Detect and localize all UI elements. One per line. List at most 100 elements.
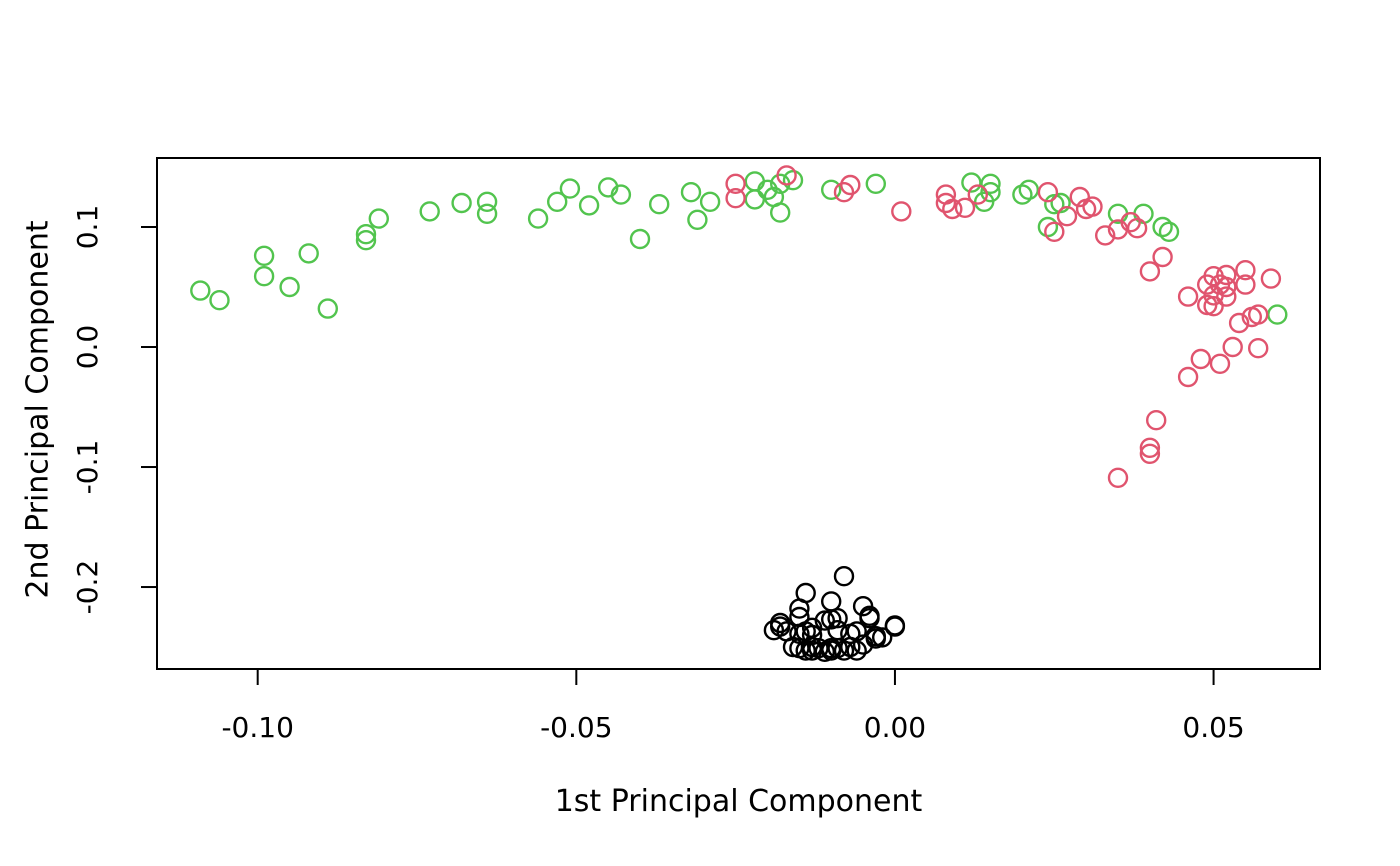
data-point-group-red xyxy=(891,201,912,222)
data-point-group-green xyxy=(610,184,632,205)
data-point-group-red xyxy=(1069,186,1091,208)
data-point-group-green xyxy=(476,191,498,213)
data-point-group-black xyxy=(770,612,791,634)
x-axis-title: 1st Principal Component xyxy=(554,784,923,819)
data-point-group-black xyxy=(872,627,893,648)
data-point-group-red xyxy=(1120,211,1141,233)
data-point-group-red xyxy=(1126,217,1148,239)
data-point-group-red xyxy=(1247,338,1269,359)
data-point-group-green xyxy=(1158,221,1180,243)
data-point-group-green xyxy=(782,169,804,191)
data-point-group-red xyxy=(725,187,746,209)
data-point-group-red xyxy=(1139,261,1161,282)
data-point-group-red xyxy=(1056,205,1078,227)
data-point-group-red xyxy=(942,198,963,220)
x-axis-tick-label: -0.05 xyxy=(540,711,612,744)
x-axis-tick-label: 0.00 xyxy=(864,711,926,744)
data-point-group-green xyxy=(368,208,389,229)
x-axis-tick-label: 0.05 xyxy=(1182,711,1244,744)
data-point-group-black xyxy=(827,608,848,629)
data-point-group-green xyxy=(355,223,377,245)
y-axis-title: 2nd Principal Component xyxy=(20,220,56,599)
data-point-group-green xyxy=(744,189,765,210)
data-point-group-green xyxy=(1050,192,1071,214)
data-point-group-black xyxy=(763,620,785,641)
data-point-group-red xyxy=(1209,353,1231,374)
data-point-group-red xyxy=(1082,196,1103,217)
plot-box xyxy=(156,157,1321,670)
data-point-group-green xyxy=(1037,216,1059,238)
data-point-group-green xyxy=(757,179,778,201)
data-point-group-green xyxy=(980,173,1001,195)
x-axis-tick-label: -0.10 xyxy=(221,711,293,744)
data-point-group-red xyxy=(1222,336,1243,358)
data-point-group-red xyxy=(954,197,976,219)
data-point-group-green xyxy=(527,208,549,229)
y-axis-tick-label: -0.2 xyxy=(71,560,104,615)
data-point-group-red xyxy=(1235,260,1256,281)
data-point-group-red xyxy=(776,165,797,186)
data-point-group-green xyxy=(209,290,230,311)
data-point-group-black xyxy=(884,616,906,637)
data-point-group-red xyxy=(1196,274,1218,295)
data-point-group-red xyxy=(1152,246,1173,268)
data-point-group-green xyxy=(279,276,300,298)
data-point-group-green xyxy=(687,209,708,231)
data-point-group-red xyxy=(1139,443,1161,464)
data-point-group-red xyxy=(1037,181,1059,203)
data-point-group-red xyxy=(1145,410,1167,431)
data-point-group-red xyxy=(1139,437,1161,458)
data-point-group-red xyxy=(935,192,957,214)
data-point-group-green xyxy=(355,229,377,251)
data-point-group-black xyxy=(789,598,810,619)
data-point-group-black xyxy=(833,566,855,587)
data-point-group-red xyxy=(1203,296,1224,317)
data-point-group-red xyxy=(1107,467,1129,488)
data-point-group-green xyxy=(547,191,568,213)
data-point-group-green xyxy=(699,191,721,213)
data-point-group-green xyxy=(980,181,1001,203)
data-point-group-green xyxy=(476,203,498,225)
data-point-group-black xyxy=(821,591,842,612)
data-point-group-green xyxy=(190,280,211,301)
data-point-group-green xyxy=(1152,216,1173,238)
data-point-group-green xyxy=(1018,179,1040,201)
data-point-group-green xyxy=(744,171,765,192)
data-point-group-green xyxy=(1267,304,1288,325)
data-point-group-red xyxy=(1190,348,1212,370)
data-point-group-red xyxy=(840,174,861,196)
data-point-group-green xyxy=(1012,184,1033,205)
data-point-group-green xyxy=(253,245,275,267)
data-point-group-red xyxy=(1235,274,1256,295)
data-point-group-red xyxy=(725,173,746,195)
data-point-group-red xyxy=(1260,268,1282,289)
data-point-group-red xyxy=(833,181,855,203)
data-point-group-red xyxy=(1094,225,1116,246)
data-point-group-green xyxy=(317,298,338,319)
data-point-group-green xyxy=(451,192,472,214)
data-point-group-green xyxy=(629,228,651,250)
data-point-group-red xyxy=(1247,304,1269,325)
data-point-group-black xyxy=(846,640,867,661)
y-axis-tick-label: -0.1 xyxy=(71,440,104,495)
data-point-group-red xyxy=(1177,286,1199,307)
data-point-group-green xyxy=(770,202,791,223)
data-point-group-black xyxy=(859,608,880,629)
data-point-group-red xyxy=(1177,366,1199,388)
y-axis-tick-label: 0.1 xyxy=(71,205,104,250)
data-point-group-green xyxy=(419,201,440,222)
data-point-group-red xyxy=(1228,312,1250,334)
data-point-group-green xyxy=(578,195,600,216)
y-axis-tick-label: 0.0 xyxy=(71,325,104,370)
data-point-group-green xyxy=(821,179,842,201)
data-point-group-green xyxy=(865,173,886,195)
data-point-group-green xyxy=(298,243,319,264)
data-point-group-red xyxy=(1044,221,1065,243)
data-point-group-black xyxy=(801,624,823,646)
data-point-group-black xyxy=(852,634,874,655)
data-point-group-green xyxy=(253,266,275,287)
data-point-group-red xyxy=(967,184,988,205)
data-point-group-green xyxy=(680,181,702,203)
